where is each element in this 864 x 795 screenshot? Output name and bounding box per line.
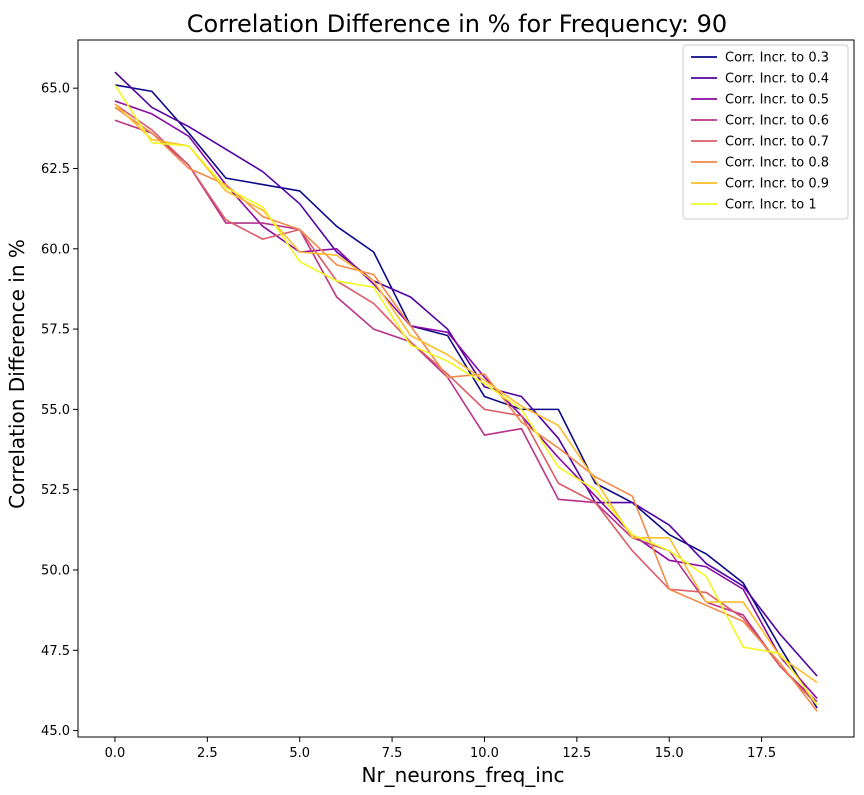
x-tick-label: 17.5 (747, 746, 776, 761)
x-tick-label: 10.0 (470, 746, 499, 761)
y-tick-label: 52.5 (41, 483, 70, 498)
series-line-8 (114, 84, 818, 706)
x-tick-label: 15.0 (655, 746, 684, 761)
x-tick-label: 0.0 (105, 746, 126, 761)
chart-title: Correlation Difference in % for Frequenc… (187, 10, 727, 38)
y-tick-label: 60.0 (41, 242, 70, 257)
x-tick-label: 5.0 (289, 746, 310, 761)
y-tick-label: 47.5 (41, 644, 70, 659)
x-tick-label: 7.5 (382, 746, 403, 761)
legend-label-6: Corr. Incr. to 0.8 (725, 156, 829, 171)
legend: Corr. Incr. to 0.3 Corr. Incr. to 0.4 Corr… (682, 44, 849, 220)
legend-label-1: Corr. Incr. to 0.3 (725, 51, 829, 66)
legend-label-3: Corr. Incr. to 0.5 (725, 93, 829, 108)
series-line-1 (114, 84, 818, 709)
legend-label-2: Corr. Incr. to 0.4 (725, 72, 829, 87)
y-tick-label: 65.0 (41, 82, 70, 97)
y-tick-label: 55.0 (41, 403, 70, 418)
x-tick-label: 2.5 (197, 746, 218, 761)
legend-label-8: Corr. Incr. to 1 (725, 198, 817, 213)
plot-area: 0.0 2.5 5.0 7.5 10.0 12.5 15.0 17.5 45.0 47.5 50.0… (41, 39, 855, 761)
y-tick-label: 45.0 (41, 724, 70, 739)
plot-frame (77, 39, 855, 738)
x-axis-label: Nr_neurons_freq_inc (361, 763, 564, 787)
legend-label-5: Corr. Incr. to 0.7 (725, 135, 829, 150)
y-tick-label: 57.5 (41, 323, 70, 338)
legend-box (682, 44, 849, 220)
y-tick-label: 50.0 (41, 563, 70, 578)
y-tick-label: 62.5 (41, 162, 70, 177)
series-line-6 (114, 106, 818, 712)
y-axis-label: Correlation Difference in % (5, 239, 29, 509)
series-line-2 (114, 71, 818, 677)
legend-label-4: Corr. Incr. to 0.6 (725, 114, 829, 129)
series-line-7 (114, 103, 818, 684)
x-tick-label: 12.5 (562, 746, 591, 761)
legend-label-7: Corr. Incr. to 0.9 (725, 177, 829, 192)
